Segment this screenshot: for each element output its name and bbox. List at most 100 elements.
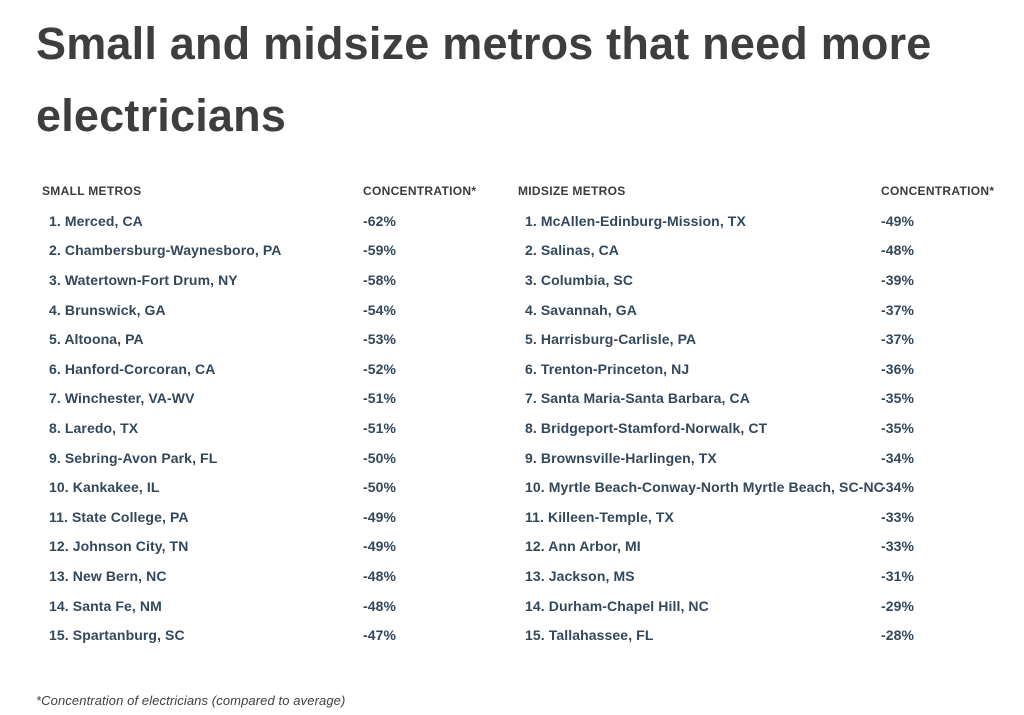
- metro-label: 10. Myrtle Beach-Conway-North Myrtle Bea…: [525, 479, 884, 496]
- column-header-midsize-metros: MIDSIZE METROS: [518, 184, 626, 198]
- metro-label: 4. Brunswick, GA: [49, 301, 166, 318]
- concentration-value: -31%: [881, 567, 915, 584]
- concentration-value: -50%: [363, 479, 397, 496]
- concentration-value: -36%: [881, 360, 915, 377]
- concentration-value: -49%: [363, 508, 397, 525]
- metro-label: 3. Columbia, SC: [525, 271, 634, 288]
- metro-label: 3. Watertown-Fort Drum, NY: [49, 271, 238, 288]
- table-row: 14. Durham-Chapel Hill, NC -29%: [518, 591, 1024, 621]
- concentration-value: -34%: [881, 449, 915, 466]
- table-row: 6. Trenton-Princeton, NJ -36%: [518, 354, 1024, 384]
- metro-label: 7. Winchester, VA-WV: [49, 390, 195, 407]
- concentration-value: -48%: [881, 242, 915, 259]
- table-row: 5. Harrisburg-Carlisle, PA -37%: [518, 324, 1024, 354]
- concentration-value: -37%: [881, 301, 915, 318]
- table-row: 2. Salinas, CA -48%: [518, 236, 1024, 266]
- table-header-row: MIDSIZE METROS CONCENTRATION*: [518, 183, 1024, 199]
- table-row: 14. Santa Fe, NM -48%: [42, 591, 518, 621]
- table-header-row: SMALL METROS CONCENTRATION*: [42, 183, 518, 199]
- concentration-value: -49%: [363, 538, 397, 555]
- metro-label: 2. Chambersburg-Waynesboro, PA: [49, 242, 282, 259]
- concentration-value: -50%: [363, 449, 397, 466]
- page-title: Small and midsize metros that need more …: [36, 8, 1024, 152]
- concentration-value: -29%: [881, 597, 915, 614]
- table-row: 1. McAllen-Edinburg-Mission, TX -49%: [518, 206, 1024, 236]
- concentration-value: -51%: [363, 419, 397, 436]
- metro-label: 5. Altoona, PA: [49, 331, 144, 348]
- table-row: 13. Jackson, MS -31%: [518, 561, 1024, 591]
- concentration-value: -59%: [363, 242, 397, 259]
- concentration-value: -53%: [363, 331, 397, 348]
- metro-label: 1. McAllen-Edinburg-Mission, TX: [525, 212, 746, 229]
- column-header-concentration: CONCENTRATION*: [363, 184, 477, 198]
- column-header-concentration: CONCENTRATION*: [881, 184, 995, 198]
- table-row: 8. Laredo, TX -51%: [42, 413, 518, 443]
- metro-label: 8. Bridgeport-Stamford-Norwalk, CT: [525, 419, 768, 436]
- page-title-line-1: Small and midsize metros that need more: [36, 18, 932, 69]
- table-row: 4. Brunswick, GA -54%: [42, 295, 518, 325]
- metro-label: 11. Killeen-Temple, TX: [525, 508, 674, 525]
- table-row: 3. Watertown-Fort Drum, NY -58%: [42, 265, 518, 295]
- table-row: 6. Hanford-Corcoran, CA -52%: [42, 354, 518, 384]
- metro-label: 6. Trenton-Princeton, NJ: [525, 360, 690, 377]
- table-midsize-metros: MIDSIZE METROS CONCENTRATION* 1. McAllen…: [518, 183, 1024, 650]
- concentration-value: -33%: [881, 538, 915, 555]
- table-row: 7. Santa Maria-Santa Barbara, CA -35%: [518, 384, 1024, 414]
- table-row: 3. Columbia, SC -39%: [518, 265, 1024, 295]
- column-header-small-metros: SMALL METROS: [42, 184, 142, 198]
- table-row: 11. State College, PA -49%: [42, 502, 518, 532]
- table-row: 9. Sebring-Avon Park, FL -50%: [42, 443, 518, 473]
- table-row: 11. Killeen-Temple, TX -33%: [518, 502, 1024, 532]
- metro-label: 6. Hanford-Corcoran, CA: [49, 360, 216, 377]
- table-row: 9. Brownsville-Harlingen, TX -34%: [518, 443, 1024, 473]
- concentration-value: -39%: [881, 271, 915, 288]
- concentration-value: -35%: [881, 390, 915, 407]
- metro-label: 8. Laredo, TX: [49, 419, 139, 436]
- footnote: *Concentration of electricians (compared…: [36, 692, 346, 708]
- metro-label: 14. Durham-Chapel Hill, NC: [525, 597, 709, 614]
- concentration-value: -62%: [363, 212, 397, 229]
- table-row: 10. Myrtle Beach-Conway-North Myrtle Bea…: [518, 472, 1024, 502]
- table-row: 8. Bridgeport-Stamford-Norwalk, CT -35%: [518, 413, 1024, 443]
- table-row: 1. Merced, CA -62%: [42, 206, 518, 236]
- metro-label: 12. Ann Arbor, MI: [525, 538, 641, 555]
- table-row: 13. New Bern, NC -48%: [42, 561, 518, 591]
- concentration-value: -35%: [881, 419, 915, 436]
- table-row: 7. Winchester, VA-WV -51%: [42, 384, 518, 414]
- metro-label: 11. State College, PA: [49, 508, 189, 525]
- table-row: 2. Chambersburg-Waynesboro, PA -59%: [42, 236, 518, 266]
- table-row: 10. Kankakee, IL -50%: [42, 472, 518, 502]
- metro-label: 4. Savannah, GA: [525, 301, 637, 318]
- concentration-value: -51%: [363, 390, 397, 407]
- concentration-value: -49%: [881, 212, 915, 229]
- concentration-value: -37%: [881, 331, 915, 348]
- metro-label: 9. Brownsville-Harlingen, TX: [525, 449, 717, 466]
- metro-label: 13. Jackson, MS: [525, 567, 635, 584]
- page-title-line-2: electricians: [36, 90, 287, 141]
- table-row: 12. Ann Arbor, MI -33%: [518, 532, 1024, 562]
- concentration-value: -54%: [363, 301, 397, 318]
- concentration-value: -48%: [363, 567, 397, 584]
- metro-label: 5. Harrisburg-Carlisle, PA: [525, 331, 697, 348]
- metro-label: 14. Santa Fe, NM: [49, 597, 162, 614]
- table-row: 5. Altoona, PA -53%: [42, 324, 518, 354]
- table-row: 15. Spartanburg, SC -47%: [42, 620, 518, 650]
- metro-label: 12. Johnson City, TN: [49, 538, 189, 555]
- metro-label: 9. Sebring-Avon Park, FL: [49, 449, 218, 466]
- concentration-value: -48%: [363, 597, 397, 614]
- metro-label: 7. Santa Maria-Santa Barbara, CA: [525, 390, 750, 407]
- concentration-value: -52%: [363, 360, 397, 377]
- concentration-value: -47%: [363, 627, 397, 644]
- table-row: 4. Savannah, GA -37%: [518, 295, 1024, 325]
- table-small-metros: SMALL METROS CONCENTRATION* 1. Merced, C…: [42, 183, 518, 650]
- metro-label: 2. Salinas, CA: [525, 242, 619, 259]
- table-row: 12. Johnson City, TN -49%: [42, 532, 518, 562]
- metro-label: 15. Spartanburg, SC: [49, 627, 185, 644]
- metro-label: 1. Merced, CA: [49, 212, 143, 229]
- concentration-value: -58%: [363, 271, 397, 288]
- metro-label: 15. Tallahassee, FL: [525, 627, 654, 644]
- concentration-value: -34%: [881, 479, 915, 496]
- metro-label: 10. Kankakee, IL: [49, 479, 160, 496]
- concentration-value: -33%: [881, 508, 915, 525]
